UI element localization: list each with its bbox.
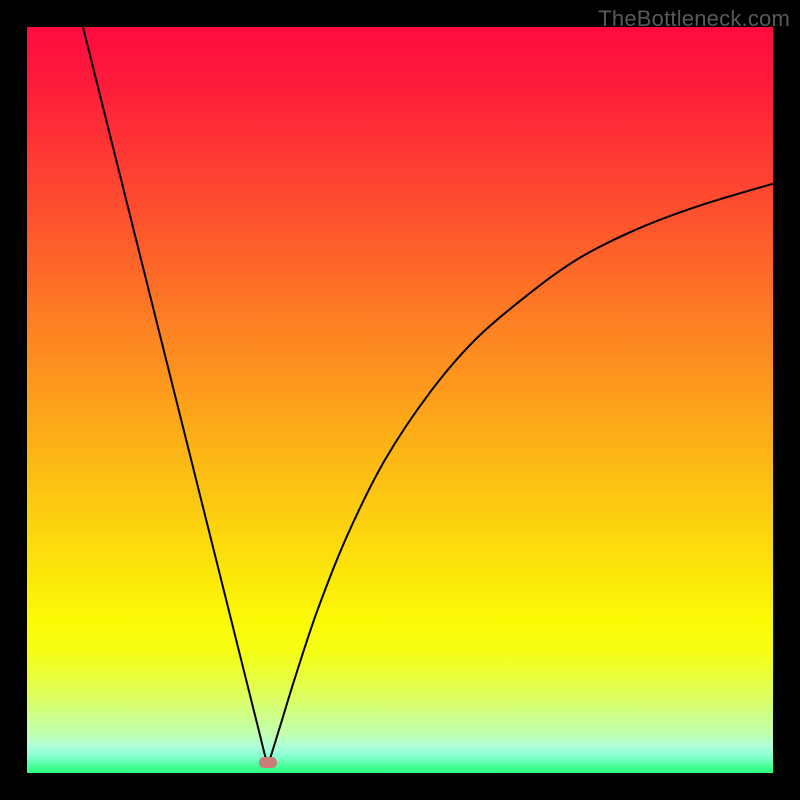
- optimum-marker: [259, 757, 277, 768]
- chart-frame: TheBottleneck.com: [0, 0, 800, 800]
- gradient-background: [27, 27, 773, 773]
- bottleneck-chart: [27, 27, 773, 773]
